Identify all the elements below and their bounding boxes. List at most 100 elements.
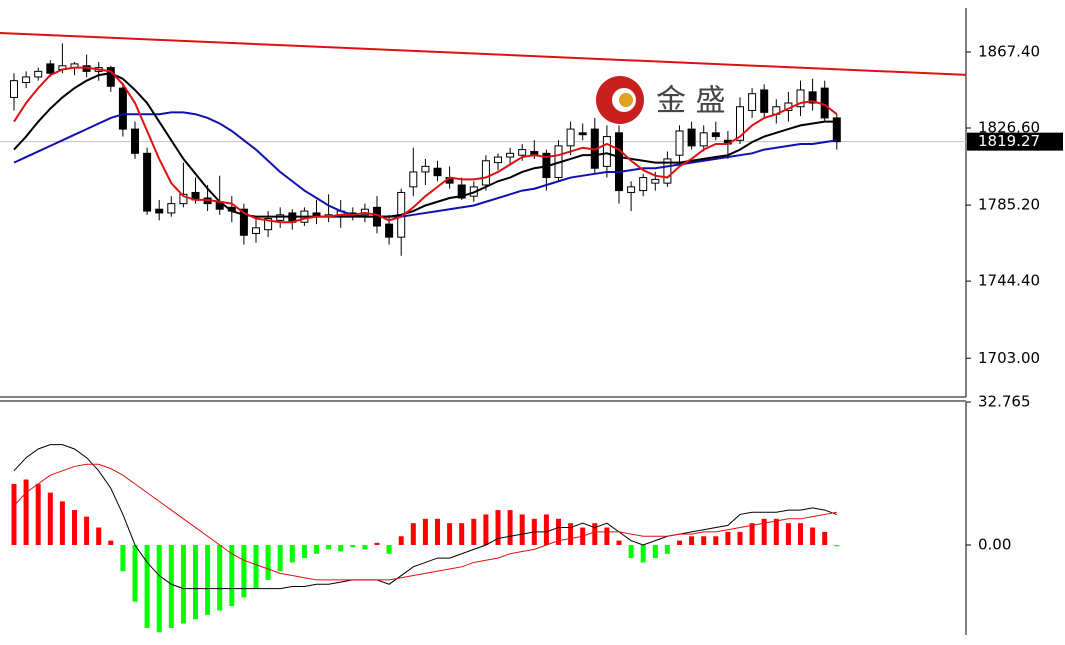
histogram-bar bbox=[810, 527, 816, 545]
histogram-bar bbox=[35, 483, 41, 545]
histogram-bar bbox=[193, 544, 198, 620]
histogram-bar bbox=[592, 523, 598, 545]
histogram-bar bbox=[737, 531, 743, 545]
histogram-bar bbox=[326, 544, 332, 550]
histogram-bar bbox=[241, 544, 247, 598]
candle-body bbox=[179, 193, 188, 205]
candle-body bbox=[457, 184, 466, 199]
candle-body bbox=[663, 158, 672, 184]
candle-body bbox=[748, 93, 757, 111]
histogram-bar bbox=[168, 544, 174, 628]
histogram-bar bbox=[410, 523, 416, 545]
indicator-line bbox=[13, 66, 838, 224]
candle-body bbox=[143, 152, 152, 212]
histogram-bar bbox=[495, 510, 501, 545]
candle-body bbox=[578, 132, 587, 136]
candle-body bbox=[22, 76, 31, 84]
logo: 金 盛 bbox=[596, 76, 726, 124]
histogram-bar bbox=[834, 544, 840, 547]
histogram-bar bbox=[96, 527, 102, 545]
candle-body bbox=[34, 70, 43, 78]
histogram-bar bbox=[640, 544, 646, 563]
histogram-bar bbox=[713, 536, 719, 545]
histogram-bar bbox=[543, 514, 549, 545]
histogram-bar bbox=[725, 531, 731, 545]
histogram-bar bbox=[483, 514, 489, 545]
candle-body bbox=[506, 152, 515, 158]
histogram-bar bbox=[689, 536, 695, 545]
y-tick-label: 1785.20 bbox=[978, 196, 1040, 214]
histogram-bar bbox=[749, 523, 755, 545]
histogram-bar bbox=[374, 542, 380, 545]
candle-body bbox=[736, 106, 744, 141]
histogram-bar bbox=[773, 518, 779, 545]
histogram-bar bbox=[798, 523, 803, 545]
candle-body bbox=[385, 223, 394, 238]
histogram-bar bbox=[435, 518, 440, 545]
y-tick-label: 0.00 bbox=[978, 535, 1011, 553]
indicator-line bbox=[13, 111, 837, 218]
candle-body bbox=[167, 203, 176, 214]
histogram-bar bbox=[265, 544, 271, 580]
candle-body bbox=[409, 171, 418, 188]
candle-body bbox=[711, 132, 720, 138]
histogram-bar bbox=[144, 544, 150, 628]
watermark: 金 盛 bbox=[656, 84, 726, 119]
y-tick-label: 1826.60 bbox=[978, 118, 1040, 136]
trendline bbox=[0, 31, 967, 76]
histogram-bar bbox=[289, 544, 295, 563]
indicator-line bbox=[13, 463, 837, 581]
histogram-bar bbox=[471, 518, 477, 545]
histogram-bar bbox=[59, 501, 65, 545]
logo-icon bbox=[619, 93, 633, 107]
histogram-bar bbox=[72, 510, 77, 545]
histogram-bar bbox=[386, 544, 392, 554]
histogram-bar bbox=[205, 544, 211, 615]
histogram-bar bbox=[23, 479, 29, 545]
candle-body bbox=[675, 130, 684, 156]
histogram-bar bbox=[84, 516, 90, 545]
candle-body bbox=[433, 167, 442, 177]
histogram-bar bbox=[11, 483, 17, 545]
candle-body bbox=[252, 227, 260, 234]
candle-body bbox=[627, 186, 636, 193]
histogram-bar bbox=[459, 523, 465, 545]
candle-body bbox=[421, 165, 430, 173]
histogram-bar bbox=[556, 518, 561, 545]
histogram-bar bbox=[108, 540, 114, 545]
candle-body bbox=[760, 89, 769, 113]
histogram-bar bbox=[132, 544, 138, 602]
candle-body bbox=[602, 136, 611, 167]
histogram-bar bbox=[664, 544, 670, 554]
histogram-bar bbox=[180, 544, 186, 624]
histogram-bar bbox=[362, 544, 368, 550]
histogram-bar bbox=[519, 514, 525, 545]
y-tick-label: 1744.40 bbox=[978, 272, 1040, 290]
candle-body bbox=[651, 178, 660, 184]
histogram-bar bbox=[47, 492, 53, 545]
candle-body bbox=[615, 132, 623, 192]
histogram-bar bbox=[277, 544, 283, 572]
y-tick-label: 32.765 bbox=[978, 393, 1031, 411]
histogram-bar bbox=[350, 544, 356, 548]
last-price-box bbox=[967, 132, 1063, 151]
last-price-label: 1819.27 bbox=[978, 132, 1040, 150]
candle-body bbox=[481, 160, 490, 186]
candle-body bbox=[494, 156, 502, 164]
candle-body bbox=[131, 128, 139, 154]
histogram-bar bbox=[120, 544, 126, 572]
histogram-bar bbox=[616, 540, 622, 545]
candle-body bbox=[118, 87, 127, 130]
histogram-bar bbox=[677, 540, 682, 545]
histogram-bar bbox=[507, 510, 513, 545]
candle-body bbox=[832, 117, 841, 143]
candle-body bbox=[699, 132, 708, 147]
histogram-bar bbox=[338, 544, 344, 552]
candle-body bbox=[10, 80, 18, 98]
histogram-bar bbox=[217, 544, 223, 611]
indicator-line bbox=[13, 444, 837, 590]
candle-body bbox=[796, 89, 805, 108]
histogram-bar bbox=[604, 527, 610, 545]
